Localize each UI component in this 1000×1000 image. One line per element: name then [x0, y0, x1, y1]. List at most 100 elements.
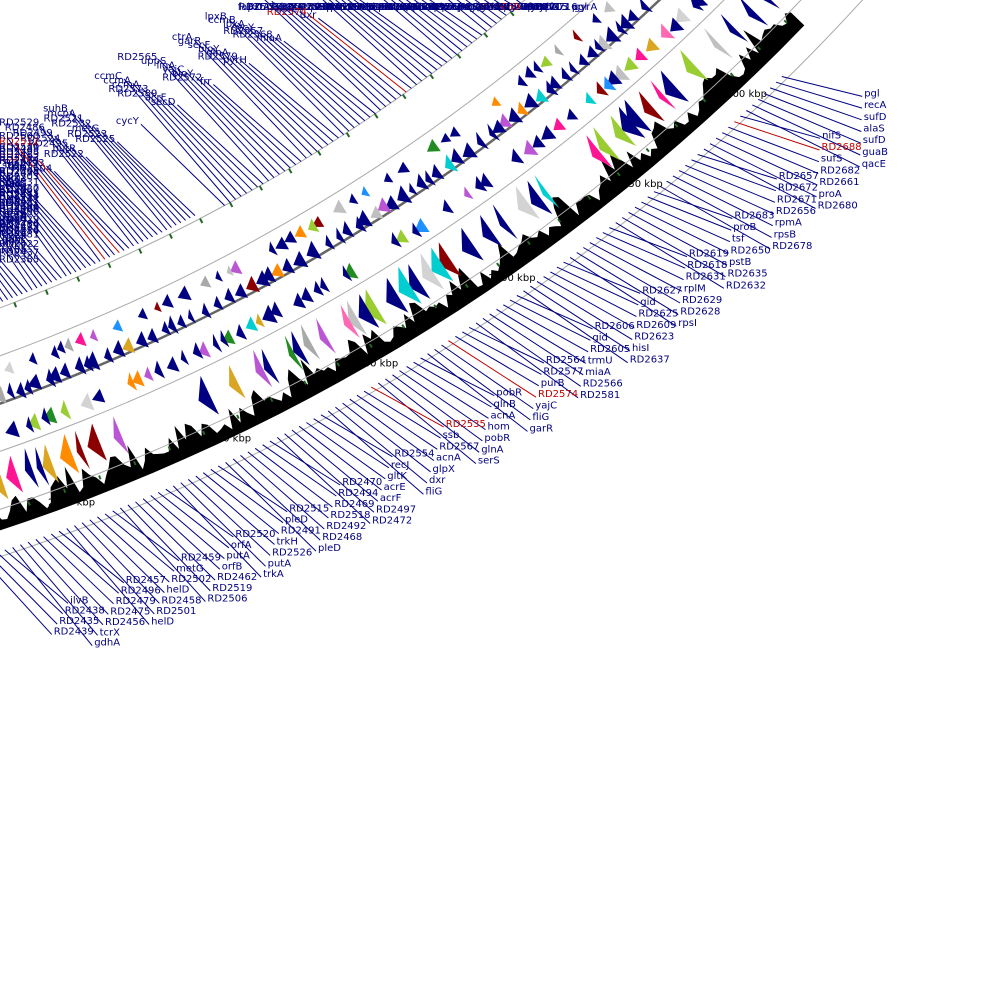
label-leader: [0, 222, 48, 285]
gene-label: btpA: [3, 211, 27, 222]
gene-label: glnA: [481, 444, 503, 455]
gene-label: pleD: [318, 543, 341, 554]
gene-label: moeA: [0, 197, 27, 208]
gene-label: RD2624: [379, 2, 419, 13]
gene-label: RD2503: [0, 172, 39, 183]
label-leader: [167, 63, 275, 178]
feature-mark-269: [461, 227, 484, 261]
feature-mark-288: [113, 416, 129, 454]
label-leader: [0, 228, 43, 287]
feature-mark-21: [607, 70, 623, 85]
gene-label: RD2435: [59, 616, 99, 627]
scale-label: 2500 kbp: [488, 273, 535, 284]
feature-mark-37: [395, 229, 410, 243]
label-leader: [429, 0, 483, 36]
label-leader: [306, 422, 386, 480]
feature-mark-117: [517, 101, 530, 116]
gene-label: hisI: [366, 2, 383, 13]
gene-label: glpX: [433, 464, 455, 475]
gene-label: RD2656: [776, 206, 816, 217]
feature-mark-38: [391, 232, 402, 248]
gene-label: RD2458: [161, 595, 201, 606]
feature-mark-216: [294, 225, 308, 238]
feature-mark-208: [426, 138, 441, 152]
label-leader: [264, 33, 366, 122]
tick-46: [167, 446, 172, 451]
label-leader: [0, 168, 82, 271]
tick-48: [133, 460, 137, 466]
feature-mark-129: [409, 182, 418, 195]
gene-label: RD2629: [682, 295, 722, 306]
gene-label: RD2495: [28, 139, 68, 150]
label-leader: [0, 565, 58, 625]
feature-mark-268: [480, 214, 503, 247]
label-leader: [576, 252, 679, 316]
feature-mark-119: [499, 113, 514, 128]
gene-label: miaA: [256, 33, 282, 44]
feature-tracks: [0, 0, 781, 500]
feature-mark-44: [293, 292, 307, 309]
gene-label: acrE: [384, 482, 406, 493]
gene-label: glsA: [479, 2, 500, 13]
gene-label: RD2682: [820, 165, 860, 176]
tick-50: [98, 475, 102, 480]
feature-mark-254: [703, 27, 734, 59]
gene-label: RD2572: [162, 73, 202, 84]
gene-label: lpxD: [393, 2, 416, 13]
feature-mark-36: [412, 222, 423, 238]
gene-label: RD2502: [171, 574, 211, 585]
gene-label: uppS: [141, 56, 166, 67]
feature-mark-19: [624, 56, 639, 71]
gene-label: purB: [541, 378, 565, 389]
gene-label: RD2637: [630, 355, 670, 366]
feature-mark-46: [262, 304, 278, 324]
feature-mark-232: [56, 340, 66, 354]
gene-label: proB: [733, 222, 756, 233]
gene-label: suhB: [43, 103, 68, 114]
label-leader: [240, 455, 325, 530]
gene-label: putA: [226, 551, 250, 562]
scale-label: 2400 kbp: [204, 434, 251, 445]
label-leader: [530, 285, 631, 352]
gene-label: pstA: [247, 2, 269, 13]
tick-35: [258, 185, 263, 191]
gene-label: RD2577: [543, 366, 583, 377]
gene-label: RD2609: [636, 320, 676, 331]
feature-mark-62: [80, 392, 95, 411]
gene-label: RD2504: [12, 163, 52, 174]
label-leader: [225, 462, 317, 552]
feature-mark-55: [180, 349, 190, 366]
tick-52: [62, 488, 67, 494]
feature-mark-198: [592, 12, 602, 23]
feature-mark-211: [361, 185, 371, 197]
gene-label: gid: [640, 297, 655, 308]
gene-label: guaB: [862, 147, 888, 158]
gene-label: qacE: [862, 159, 886, 170]
feature-mark-49: [236, 323, 248, 340]
gene-label: RD2494: [338, 488, 378, 499]
gene-label: trmU: [588, 355, 613, 366]
gene-label: pstB: [729, 257, 751, 268]
gene-label: RD2525: [75, 134, 115, 145]
label-leader: [317, 17, 412, 89]
tick-30: [433, 304, 438, 309]
gene-label: ecfE: [276, 4, 298, 15]
gene-label: RD2563: [239, 2, 279, 13]
feature-mark-140: [293, 250, 309, 268]
gene-label: RD2462: [217, 572, 257, 583]
gene-label: RD2581: [580, 390, 620, 401]
label-leader: [392, 374, 483, 442]
label-leader: [299, 11, 402, 97]
label-leader: [35, 539, 109, 615]
gene-label: ccmB: [208, 15, 236, 26]
gene-label: RD2437: [0, 248, 39, 259]
feature-mark-135: [355, 215, 367, 232]
gene-label: RD2455: [0, 167, 39, 178]
feature-mark-29: [524, 139, 539, 156]
gene-label: bcp: [430, 2, 448, 13]
label-leader: [30, 154, 115, 256]
label-leader: [46, 165, 125, 251]
gene-label: gyrA: [574, 2, 597, 13]
gene-label: ilvB: [70, 595, 88, 606]
